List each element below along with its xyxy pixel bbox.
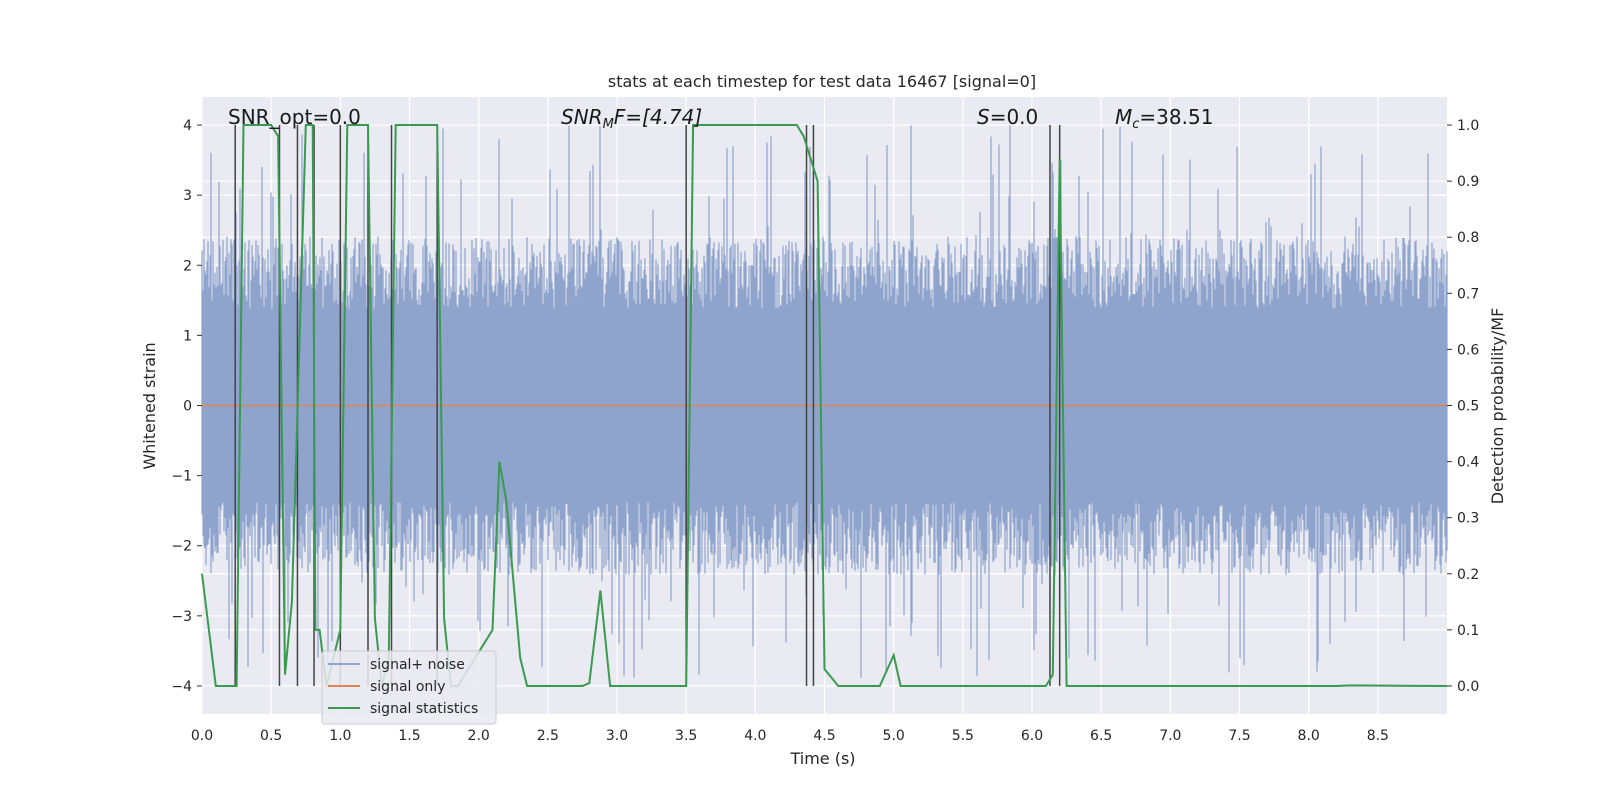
yl-tick-1: 3	[183, 188, 192, 204]
yr-tick-1: 0.9	[1457, 174, 1479, 190]
x-tick-13: 6.5	[1090, 728, 1112, 744]
annotation-snr-mf-subscript: M	[603, 117, 614, 132]
x-tick-10: 5.0	[883, 728, 905, 744]
x-tick-17: 8.5	[1367, 728, 1389, 744]
x-tick-0: 0.0	[191, 728, 213, 744]
yl-tick-7: −3	[171, 609, 192, 625]
yl-tick-2: 2	[183, 258, 192, 274]
yr-tick-8: 0.2	[1457, 567, 1479, 583]
annotation-mc-label: M	[1115, 105, 1132, 129]
y-axis-right-label: Detection probability/MF	[1488, 308, 1507, 505]
x-tick-9: 4.5	[813, 728, 835, 744]
annotation-snr-mf: SNRMF=[4.74]	[561, 105, 702, 132]
yl-tick-4: 0	[183, 399, 192, 415]
yl-tick-8: −4	[171, 679, 192, 695]
annotation-mc: Mc=38.51	[1115, 105, 1213, 132]
yl-tick-5: −1	[171, 469, 192, 485]
yr-tick-6: 0.4	[1457, 455, 1479, 471]
chart-title: stats at each timestep for test data 164…	[608, 72, 1036, 91]
x-tick-2: 1.0	[329, 728, 351, 744]
annotation-mc-subscript: c	[1132, 117, 1139, 132]
annotation-snr-mf-label: SNR	[561, 105, 603, 129]
x-tick-16: 8.0	[1298, 728, 1320, 744]
annotation-mc-value: =38.51	[1139, 105, 1213, 129]
yl-tick-3: 1	[183, 328, 192, 344]
x-tick-3: 1.5	[398, 728, 420, 744]
x-tick-5: 2.5	[537, 728, 559, 744]
x-axis-label: Time (s)	[789, 749, 855, 768]
yr-tick-3: 0.7	[1457, 286, 1479, 302]
annotation-s: S=0.0	[977, 105, 1038, 129]
x-tick-11: 5.5	[952, 728, 974, 744]
x-tick-1: 0.5	[260, 728, 282, 744]
x-tick-4: 2.0	[468, 728, 490, 744]
yr-tick-5: 0.5	[1457, 399, 1479, 415]
yr-tick-10: 0.0	[1457, 679, 1479, 695]
y-axis-left-label: Whitened strain	[140, 342, 159, 469]
yr-tick-2: 0.8	[1457, 230, 1479, 246]
legend-box	[321, 650, 497, 725]
yr-tick-4: 0.6	[1457, 342, 1479, 358]
x-tick-7: 3.5	[675, 728, 697, 744]
x-tick-15: 7.5	[1228, 728, 1250, 744]
annotation-snr-opt: SNR_opt=0.0	[228, 105, 361, 129]
x-tick-6: 3.0	[606, 728, 628, 744]
legend-label-signal-only: signal only	[370, 679, 445, 695]
legend-label-signal-statistics: signal statistics	[370, 701, 478, 717]
yr-tick-0: 1.0	[1457, 118, 1479, 134]
yl-tick-0: 4	[183, 118, 192, 134]
annotation-s-label: S	[977, 105, 990, 129]
annotation-snr-mf-value: F=[4.74]	[614, 105, 702, 129]
annotation-s-value: =0.0	[990, 105, 1039, 129]
x-tick-14: 7.0	[1159, 728, 1181, 744]
yl-tick-6: −2	[171, 539, 192, 555]
legend-label-signal-noise: signal+ noise	[370, 657, 465, 673]
axes: 0.0 0.5 1.0 1.5 2.0 2.5 3.0 3.5 4.0 4.5 5.0 5.5 6.0 6…	[171, 118, 1479, 744]
legend: signal+ noise signal only signal statist…	[321, 650, 497, 725]
yr-tick-7: 0.3	[1457, 511, 1479, 527]
x-tick-12: 6.0	[1021, 728, 1043, 744]
x-tick-8: 4.0	[744, 728, 766, 744]
yr-tick-9: 0.1	[1457, 623, 1479, 639]
